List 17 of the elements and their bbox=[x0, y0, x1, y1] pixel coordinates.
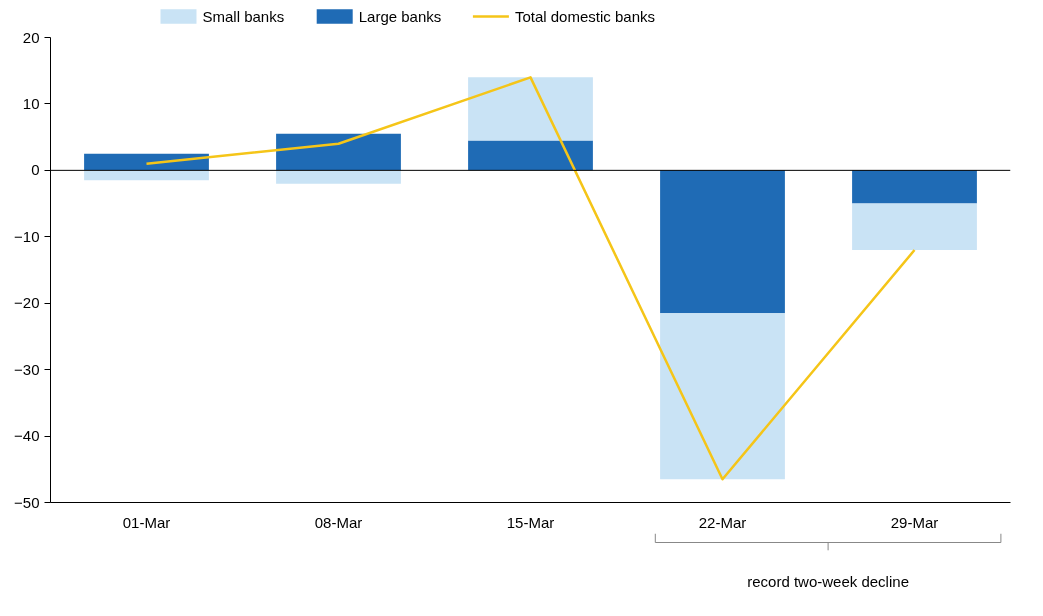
x-tick-label: 15-Mar bbox=[506, 513, 555, 531]
legend-label: Total domestic banks bbox=[514, 8, 655, 25]
y-tick-label: 0 bbox=[31, 161, 40, 179]
y-tick-label: 10 bbox=[22, 94, 40, 112]
x-tick-label: 08-Mar bbox=[314, 513, 363, 531]
y-tick-label: −20 bbox=[14, 294, 40, 312]
y-tick-label: −30 bbox=[14, 360, 40, 378]
x-tick-label: 01-Mar bbox=[122, 513, 171, 531]
y-tick-label: 20 bbox=[22, 28, 40, 46]
x-tick-label: 29-Mar bbox=[890, 513, 939, 531]
y-tick-label: −50 bbox=[14, 493, 40, 511]
legend-label: Large banks bbox=[358, 8, 442, 25]
y-tick-label: −10 bbox=[14, 227, 40, 245]
text: record two-week decline bbox=[747, 573, 909, 590]
legend-label: Small banks bbox=[202, 8, 285, 25]
y-tick-label: −40 bbox=[14, 427, 40, 445]
x-tick-label: 22-Mar bbox=[698, 513, 747, 531]
